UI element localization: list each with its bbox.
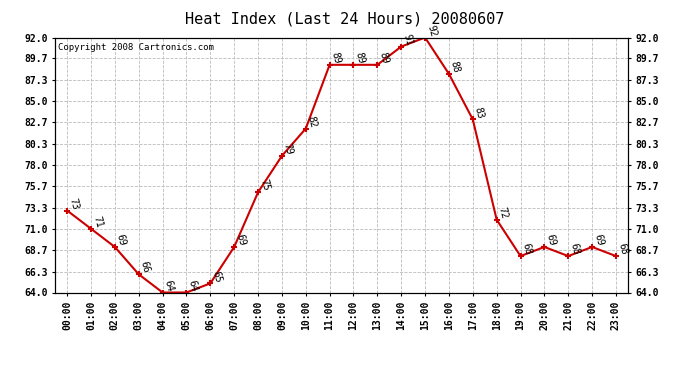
Text: Heat Index (Last 24 Hours) 20080607: Heat Index (Last 24 Hours) 20080607 bbox=[186, 11, 504, 26]
Text: 64: 64 bbox=[186, 279, 199, 292]
Text: 89: 89 bbox=[330, 51, 342, 65]
Text: 65: 65 bbox=[210, 270, 223, 284]
Text: Copyright 2008 Cartronics.com: Copyright 2008 Cartronics.com bbox=[58, 43, 214, 52]
Text: 73: 73 bbox=[67, 196, 80, 210]
Text: 68: 68 bbox=[569, 242, 581, 256]
Text: 83: 83 bbox=[473, 105, 486, 120]
Text: 88: 88 bbox=[449, 60, 462, 74]
Text: 69: 69 bbox=[544, 233, 557, 247]
Text: 64: 64 bbox=[163, 279, 175, 292]
Text: 75: 75 bbox=[258, 178, 270, 192]
Text: 92: 92 bbox=[425, 24, 437, 38]
Text: 71: 71 bbox=[91, 215, 103, 229]
Text: 66: 66 bbox=[139, 260, 151, 274]
Text: 72: 72 bbox=[497, 206, 509, 220]
Text: 79: 79 bbox=[282, 142, 295, 156]
Text: 89: 89 bbox=[377, 51, 390, 65]
Text: 68: 68 bbox=[616, 242, 629, 256]
Text: 91: 91 bbox=[401, 33, 414, 46]
Text: 89: 89 bbox=[353, 51, 366, 65]
Text: 69: 69 bbox=[234, 233, 247, 247]
Text: 68: 68 bbox=[520, 242, 533, 256]
Text: 82: 82 bbox=[306, 115, 319, 129]
Text: 69: 69 bbox=[592, 233, 605, 247]
Text: 69: 69 bbox=[115, 233, 128, 247]
